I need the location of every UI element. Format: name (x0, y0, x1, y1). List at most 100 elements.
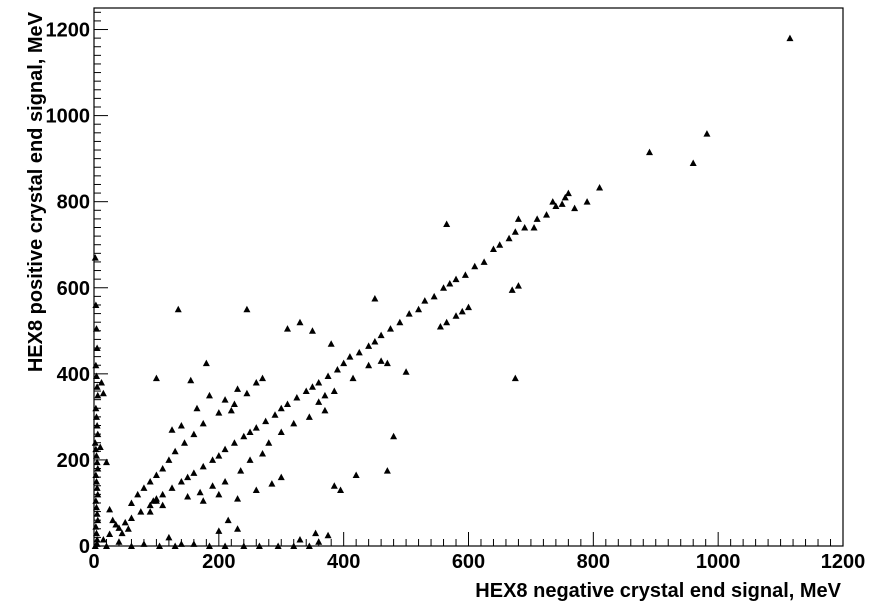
data-point (92, 497, 100, 504)
data-point (92, 477, 100, 485)
y-axis-title: HEX8 positive crystal end signal, MeV (25, 11, 47, 372)
data-point (571, 204, 579, 212)
data-point (346, 353, 354, 360)
data-point (296, 318, 304, 326)
x-tick-label: 1200 (821, 551, 866, 573)
data-point (92, 445, 100, 453)
data-point (165, 456, 173, 463)
data-point (94, 490, 102, 498)
data-point (365, 342, 373, 349)
data-point (106, 505, 114, 513)
data-point (371, 338, 379, 345)
data-point (355, 348, 363, 356)
data-point (174, 305, 182, 313)
data-point (530, 224, 538, 231)
data-point (230, 400, 238, 407)
data-point (149, 497, 157, 504)
data-point (252, 424, 260, 431)
data-point (140, 540, 148, 547)
data-point (377, 357, 385, 364)
data-point (109, 516, 117, 524)
data-point (177, 477, 185, 485)
data-point (94, 516, 102, 524)
y-tick-label: 200 (57, 450, 90, 472)
data-point (221, 477, 229, 485)
data-point (583, 198, 591, 205)
data-point (234, 385, 242, 392)
data-point (421, 297, 429, 304)
data-point (91, 254, 99, 261)
data-point (199, 462, 207, 470)
data-point (102, 542, 110, 549)
data-point (436, 322, 444, 330)
data-point (443, 220, 451, 228)
data-point (99, 536, 107, 543)
data-point (137, 508, 145, 515)
data-point (146, 501, 154, 509)
data-point (115, 524, 123, 531)
data-point (596, 183, 604, 191)
data-point (127, 542, 135, 549)
data-point (93, 344, 101, 352)
data-point (321, 406, 329, 414)
data-point (337, 486, 345, 494)
data-point (91, 439, 99, 446)
data-point (514, 282, 522, 289)
data-point (127, 514, 135, 522)
data-point (514, 215, 522, 222)
data-point (646, 148, 654, 156)
data-point (96, 443, 104, 451)
data-point (243, 305, 251, 313)
data-point (271, 411, 279, 418)
data-point (383, 467, 391, 474)
data-point (146, 508, 154, 515)
data-point (268, 480, 276, 487)
data-point (390, 432, 398, 440)
data-point (246, 456, 254, 463)
data-point (92, 301, 100, 308)
data-point (92, 404, 100, 412)
data-point (94, 465, 102, 472)
data-point (159, 501, 167, 509)
data-point (92, 452, 100, 459)
plot-frame (93, 7, 844, 547)
data-point (290, 542, 298, 549)
data-point (511, 374, 519, 382)
data-point (430, 292, 438, 300)
data-point (159, 465, 167, 472)
data-point (383, 359, 391, 367)
data-point (259, 374, 267, 382)
data-point (405, 310, 413, 317)
data-point (92, 503, 100, 511)
data-point (171, 447, 179, 455)
data-point (93, 458, 101, 466)
data-point (521, 224, 529, 231)
data-point (93, 536, 101, 543)
data-point (184, 493, 192, 500)
data-point (308, 383, 316, 390)
data-point (377, 331, 385, 339)
data-point (190, 469, 198, 476)
data-point (330, 387, 338, 395)
data-point (93, 484, 101, 491)
data-point (168, 426, 176, 433)
data-point (97, 378, 105, 386)
data-point (274, 542, 282, 549)
data-point (92, 523, 100, 530)
data-point (193, 404, 201, 412)
data-point (92, 529, 100, 537)
data-point (293, 394, 301, 401)
data-point (786, 34, 794, 42)
data-point (324, 372, 332, 379)
data-point (315, 378, 323, 386)
data-point (689, 159, 697, 166)
data-point (277, 404, 285, 412)
data-point (199, 419, 207, 427)
data-point (102, 458, 110, 466)
data-point (333, 366, 341, 373)
data-point (91, 542, 99, 549)
data-point (146, 477, 154, 485)
data-point (93, 421, 101, 429)
